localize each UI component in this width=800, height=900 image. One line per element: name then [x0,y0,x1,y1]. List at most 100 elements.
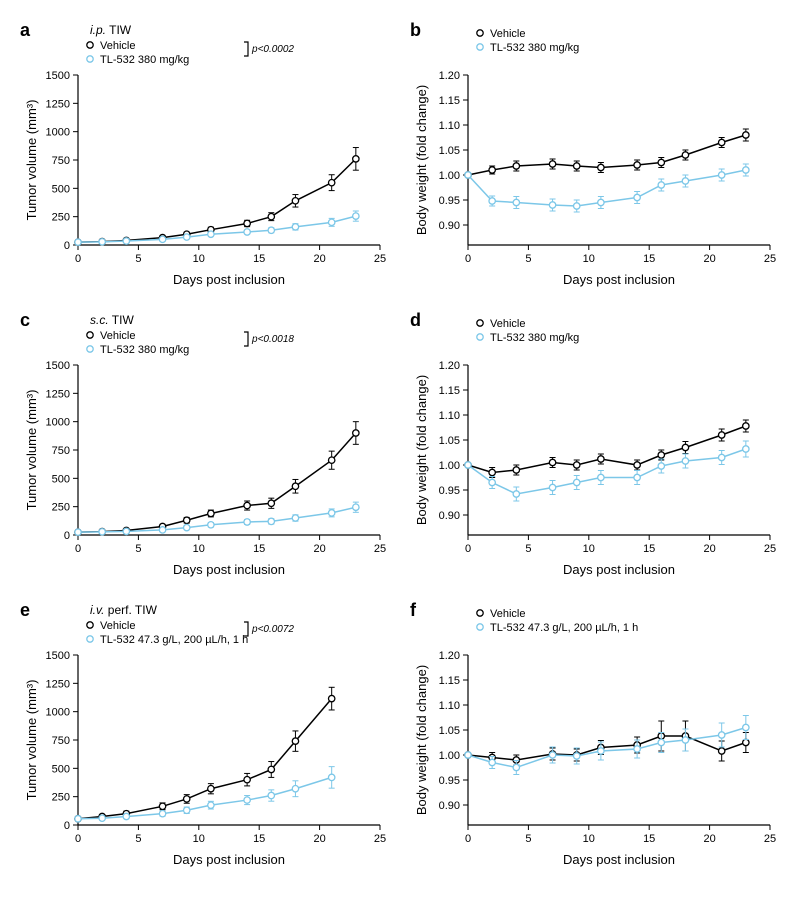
svg-text:750: 750 [52,155,70,167]
svg-text:5: 5 [525,253,531,265]
svg-text:1.00: 1.00 [439,460,460,472]
svg-text:1.05: 1.05 [439,725,460,737]
svg-text:TL-532 47.3 g/L, 200 µL/h, 1 h: TL-532 47.3 g/L, 200 µL/h, 1 h [100,634,248,646]
svg-text:5: 5 [525,833,531,845]
chart-c: 02505007501000125015000510152025Days pos… [20,310,390,580]
svg-text:1.15: 1.15 [439,385,460,397]
svg-text:TL-532 380 mg/kg: TL-532 380 mg/kg [100,54,189,66]
svg-text:Tumor volume (mm³): Tumor volume (mm³) [24,390,39,511]
svg-text:0: 0 [75,833,81,845]
svg-text:1500: 1500 [46,70,70,82]
svg-text:500: 500 [52,763,70,775]
svg-text:1000: 1000 [46,127,70,139]
svg-text:1.20: 1.20 [439,650,460,662]
svg-text:15: 15 [643,833,655,845]
svg-text:10: 10 [193,833,205,845]
svg-text:0.95: 0.95 [439,775,460,787]
panel-f: f0.900.951.001.051.101.151.200510152025D… [410,600,780,880]
svg-text:1250: 1250 [46,388,70,400]
svg-text:1.05: 1.05 [439,435,460,447]
svg-text:20: 20 [313,543,325,555]
svg-text:1250: 1250 [46,678,70,690]
chart-f: 0.900.951.001.051.101.151.200510152025Da… [410,600,780,870]
chart-e: 02505007501000125015000510152025Days pos… [20,600,390,870]
panel-a: a02505007501000125015000510152025Days po… [20,20,390,300]
svg-text:0: 0 [64,530,70,542]
svg-text:10: 10 [193,253,205,265]
svg-text:250: 250 [52,792,70,804]
svg-text:20: 20 [703,253,715,265]
svg-text:25: 25 [374,543,386,555]
svg-text:0: 0 [465,253,471,265]
chart-b: 0.900.951.001.051.101.151.200510152025Da… [410,20,780,290]
svg-text:0.95: 0.95 [439,485,460,497]
svg-text:1000: 1000 [46,707,70,719]
svg-text:10: 10 [583,833,595,845]
svg-text:1.00: 1.00 [439,170,460,182]
svg-text:0: 0 [465,543,471,555]
svg-text:Vehicle: Vehicle [490,28,525,40]
svg-text:TL-532 380 mg/kg: TL-532 380 mg/kg [100,344,189,356]
svg-text:Tumor volume (mm³): Tumor volume (mm³) [24,100,39,221]
svg-text:i.p. TIW: i.p. TIW [90,23,132,37]
svg-text:Body weight (fold change): Body weight (fold change) [414,665,429,815]
svg-text:500: 500 [52,183,70,195]
svg-text:5: 5 [135,833,141,845]
svg-text:5: 5 [525,543,531,555]
svg-text:1.10: 1.10 [439,120,460,132]
svg-text:p<0.0072: p<0.0072 [251,624,294,635]
svg-text:0: 0 [75,543,81,555]
svg-text:15: 15 [643,253,655,265]
svg-text:1500: 1500 [46,360,70,372]
chart-a: 02505007501000125015000510152025Days pos… [20,20,390,290]
svg-text:5: 5 [135,543,141,555]
svg-text:1.15: 1.15 [439,675,460,687]
figure-grid: a02505007501000125015000510152025Days po… [20,20,780,880]
panel-c: c02505007501000125015000510152025Days po… [20,310,390,590]
svg-text:10: 10 [583,253,595,265]
svg-text:15: 15 [253,253,265,265]
chart-d: 0.900.951.001.051.101.151.200510152025Da… [410,310,780,580]
svg-text:20: 20 [313,833,325,845]
panel-label-e: e [20,600,30,621]
svg-text:TL-532 380 mg/kg: TL-532 380 mg/kg [490,332,579,344]
svg-text:s.c. TIW: s.c. TIW [90,313,134,327]
svg-text:1.10: 1.10 [439,410,460,422]
svg-text:25: 25 [764,253,776,265]
panel-label-c: c [20,310,30,331]
svg-text:Days post inclusion: Days post inclusion [563,272,675,287]
svg-text:Tumor volume (mm³): Tumor volume (mm³) [24,680,39,801]
panel-label-d: d [410,310,421,331]
svg-text:0.90: 0.90 [439,220,460,232]
svg-text:20: 20 [703,543,715,555]
svg-text:15: 15 [253,833,265,845]
panel-e: e02505007501000125015000510152025Days po… [20,600,390,880]
svg-text:Body weight (fold change): Body weight (fold change) [414,375,429,525]
panel-label-b: b [410,20,421,41]
svg-text:25: 25 [764,543,776,555]
svg-text:750: 750 [52,735,70,747]
svg-text:25: 25 [764,833,776,845]
panel-label-f: f [410,600,416,621]
svg-text:5: 5 [135,253,141,265]
svg-text:p<0.0018: p<0.0018 [251,334,294,345]
svg-text:i.v. perf. TIW: i.v. perf. TIW [90,603,158,617]
svg-text:Vehicle: Vehicle [100,40,135,52]
svg-text:500: 500 [52,473,70,485]
svg-text:20: 20 [703,833,715,845]
svg-text:0: 0 [64,240,70,252]
svg-text:Vehicle: Vehicle [100,330,135,342]
svg-text:0: 0 [64,820,70,832]
svg-text:Days post inclusion: Days post inclusion [173,272,285,287]
svg-text:Vehicle: Vehicle [490,318,525,330]
svg-text:0: 0 [465,833,471,845]
svg-text:1.15: 1.15 [439,95,460,107]
svg-text:1.20: 1.20 [439,360,460,372]
svg-text:750: 750 [52,445,70,457]
svg-text:0: 0 [75,253,81,265]
svg-text:Vehicle: Vehicle [100,620,135,632]
svg-text:Days post inclusion: Days post inclusion [173,852,285,867]
svg-text:Vehicle: Vehicle [490,608,525,620]
svg-text:1250: 1250 [46,98,70,110]
svg-text:1000: 1000 [46,417,70,429]
